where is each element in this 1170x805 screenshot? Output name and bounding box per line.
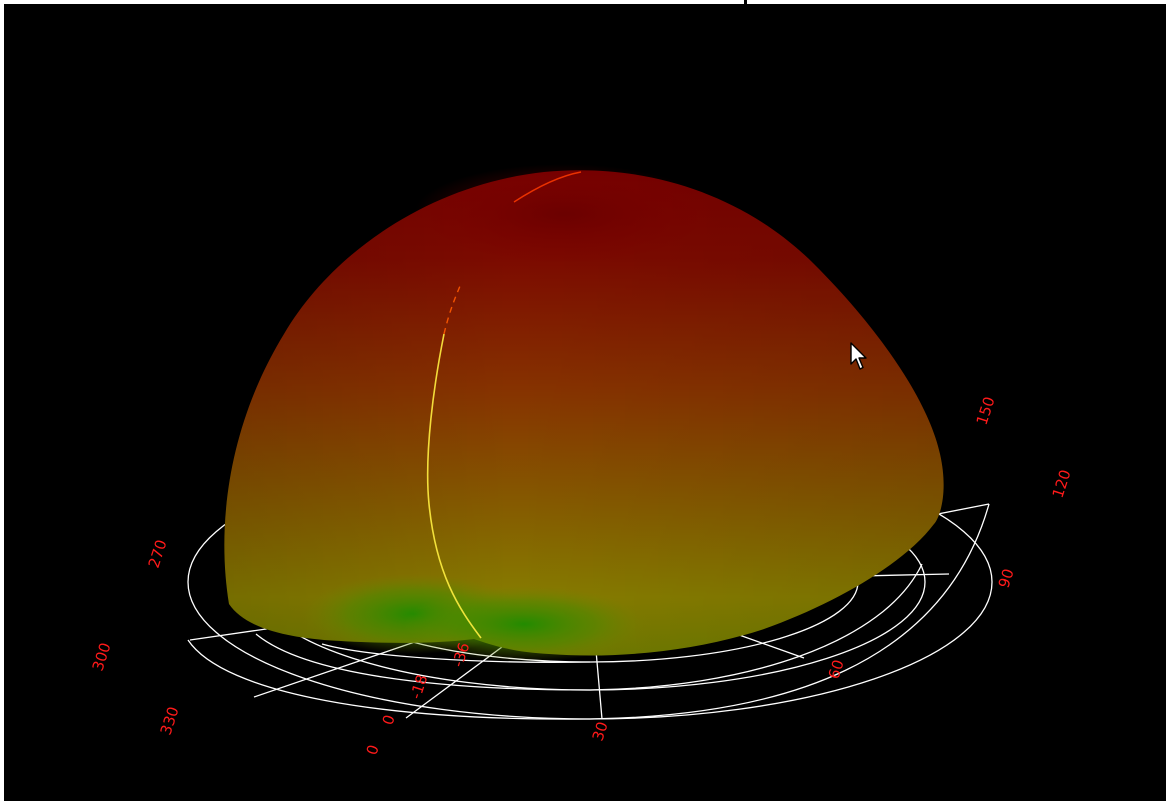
- arrow-pointer-icon: [850, 342, 867, 370]
- grid-ring-middle-front: [255, 563, 923, 691]
- azimuth-label-0: 0: [363, 743, 383, 758]
- azimuth-label-300: 300: [89, 640, 115, 673]
- dome-top-dark-region: [414, 164, 714, 264]
- top-arc-highlight: [513, 171, 582, 203]
- green-lobe-right: [404, 586, 644, 662]
- azimuth-label-150: 150: [973, 394, 999, 427]
- radiation-pattern-canvas: 0 30 60 90 120 150 270 300 330 0 -18 -36: [89, 164, 1075, 758]
- azimuth-label-330: 330: [157, 704, 183, 737]
- meridian-highlight-lower: [426, 333, 482, 639]
- azimuth-label-60: 60: [825, 658, 848, 682]
- radial-label-0: 0: [379, 713, 399, 728]
- window-top-edge: [0, 0, 1170, 4]
- top-edge-mark: [744, 0, 747, 4]
- plot-viewport[interactable]: 0 30 60 90 120 150 270 300 330 0 -18 -36: [4, 4, 1166, 801]
- azimuth-label-90: 90: [995, 567, 1018, 591]
- polar-grid-front: [187, 503, 990, 720]
- dome-shading: [224, 170, 944, 656]
- azimuth-label-120: 120: [1049, 467, 1075, 500]
- grid-ring-inner-front: [321, 643, 591, 663]
- azimuth-label-270: 270: [145, 537, 171, 570]
- grid-ring-outer-front: [187, 503, 990, 720]
- radiation-dome: [224, 164, 944, 662]
- meridian-highlight-upper: [443, 285, 461, 335]
- azimuth-label-30: 30: [589, 720, 612, 744]
